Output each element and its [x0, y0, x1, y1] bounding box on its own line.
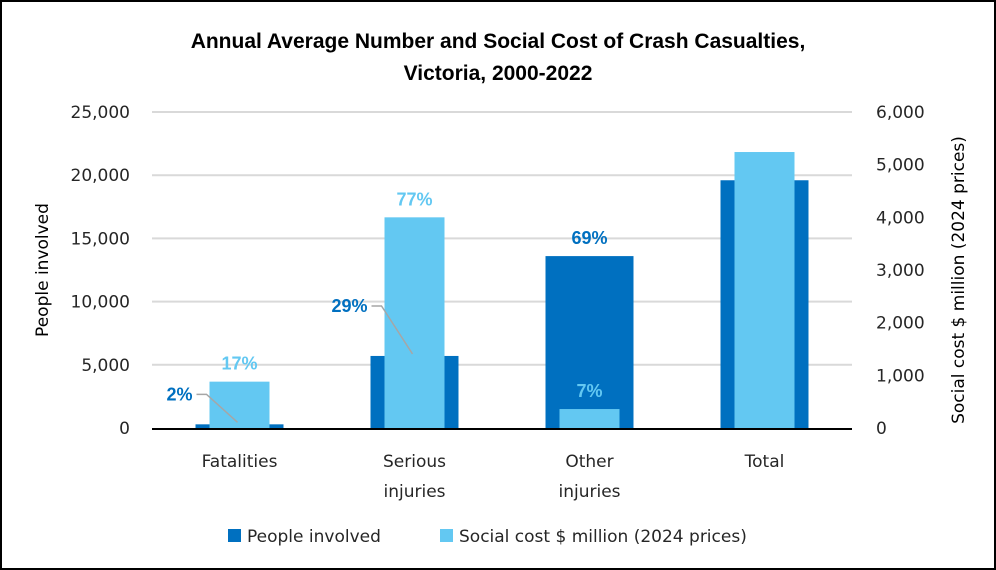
y2-tick-label: 5,000: [876, 156, 925, 176]
data-label-people-involved: 69%: [571, 228, 607, 248]
bar-social-cost: [209, 381, 270, 428]
data-label-people-involved: 2%: [166, 384, 192, 404]
data-labels: 17% 2% 77% 29% 7% 69%: [166, 189, 607, 404]
y2-tick-label: 0: [876, 419, 887, 439]
legend-swatch-people: [228, 529, 241, 542]
y-axis-left-ticks: 0 5,000 10,000 15,000 20,000 25,000: [71, 103, 130, 439]
y-axis-left-title: People involved: [33, 203, 53, 337]
y2-tick-label: 6,000: [876, 103, 925, 123]
y-tick-label: 25,000: [71, 103, 130, 123]
data-label-social-cost: 77%: [396, 189, 432, 209]
legend: People involved Social cost $ million (2…: [228, 527, 747, 547]
y2-tick-label: 3,000: [876, 261, 925, 281]
chart-title-line2: Victoria, 2000-2022: [404, 62, 593, 85]
bar-social-cost: [734, 152, 795, 428]
x-axis-categories: Fatalities Serious injuries Other injuries To…: [202, 452, 785, 502]
legend-label-social-cost: Social cost $ million (2024 prices): [459, 527, 747, 547]
data-label-social-cost: 17%: [221, 354, 257, 374]
category-label: injuries: [383, 482, 445, 502]
y2-tick-label: 4,000: [876, 208, 925, 228]
legend-swatch-social-cost: [440, 529, 453, 542]
bars: [195, 152, 809, 428]
y-axis-right-title: Social cost $ million (2024 prices): [949, 136, 969, 424]
data-label-people-involved: 29%: [331, 296, 367, 316]
y2-tick-label: 1,000: [876, 366, 925, 386]
y-tick-label: 15,000: [71, 229, 130, 249]
y-tick-label: 5,000: [81, 356, 130, 376]
category-label: Total: [744, 452, 785, 472]
y2-tick-label: 2,000: [876, 314, 925, 334]
category-label: Serious: [383, 452, 446, 472]
category-label: Other: [565, 452, 613, 472]
bar-people-involved: [545, 256, 634, 428]
data-label-social-cost: 7%: [576, 381, 602, 401]
bar-social-cost: [559, 409, 620, 428]
chart-title: Annual Average Number and Social Cost of…: [191, 30, 806, 53]
y-tick-label: 20,000: [71, 166, 130, 186]
bar-social-cost: [384, 217, 445, 428]
legend-label-people: People involved: [247, 527, 381, 547]
leader-line: [196, 393, 239, 423]
y-axis-right-ticks: 0 1,000 2,000 3,000 4,000 5,000 6,000: [876, 103, 925, 439]
category-label: injuries: [558, 482, 620, 502]
y-tick-label: 0: [119, 419, 130, 439]
leader-line: [371, 305, 414, 355]
category-label: Fatalities: [202, 452, 278, 472]
y-tick-label: 10,000: [71, 293, 130, 313]
leader-lines: [196, 305, 414, 423]
